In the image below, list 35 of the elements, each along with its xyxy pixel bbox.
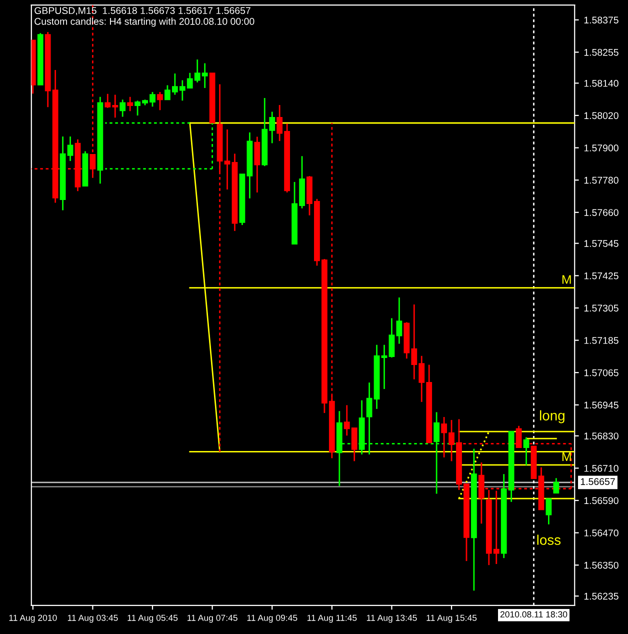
x-tick-label: 11 Aug 09:45 — [247, 614, 298, 623]
y-tick-label: 1.57780 — [584, 176, 618, 184]
y-tick-label: 1.57065 — [584, 369, 618, 376]
annotation: loss — [537, 534, 561, 545]
y-tick-label: 1.57425 — [584, 272, 618, 280]
y-tick-label: 1.58020 — [584, 112, 618, 120]
x-tick-label: 11 Aug 07:45 — [188, 614, 238, 623]
ref-line-label: 1.56657 — [580, 478, 615, 486]
x-tick-label: 11 Aug 2010 — [9, 614, 57, 623]
y-tick-label: 1.56470 — [584, 530, 618, 536]
x-tick-label: 11 Aug 11:45 — [307, 614, 357, 623]
x-tick-label: 11 Aug 03:45 — [68, 614, 118, 623]
y-tick-label: 1.57900 — [584, 144, 618, 152]
y-tick-label: 1.57305 — [584, 304, 618, 312]
x-tick-label: 11 Aug 13:45 — [366, 614, 417, 623]
y-tick-label: 1.57545 — [584, 240, 618, 247]
y-tick-label: 1.56830 — [584, 432, 618, 440]
y-tick-label: 1.56350 — [584, 562, 618, 569]
ref-line-label: 2010.08.11 18:30 — [500, 611, 568, 618]
y-tick-label: 1.56235 — [584, 592, 618, 600]
x-tick-label: 11 Aug 15:45 — [426, 614, 477, 623]
y-tick-label: 1.56945 — [584, 402, 618, 409]
annotation: long — [540, 410, 564, 424]
y-tick-label: 1.57185 — [584, 337, 618, 344]
y-tick-label: 1.57660 — [584, 209, 618, 216]
annotation: M — [562, 452, 571, 461]
y-tick-label: 1.58140 — [584, 80, 618, 87]
y-tick-label: 1.56710 — [584, 464, 618, 472]
text: Custom candles: H4 starting with 2010.08.10 00:00 — [34, 18, 254, 27]
y-tick-label: 1.56590 — [584, 497, 618, 504]
chart-title: GBPUSD,M15 1.56618 1.56673 1.56617 1.56657 — [34, 7, 250, 16]
x-tick-label: 11 Aug 05:45 — [128, 614, 178, 623]
annotation: M — [562, 275, 571, 284]
y-tick-label: 1.58375 — [584, 16, 618, 24]
y-tick-label: 1.58255 — [584, 48, 618, 56]
